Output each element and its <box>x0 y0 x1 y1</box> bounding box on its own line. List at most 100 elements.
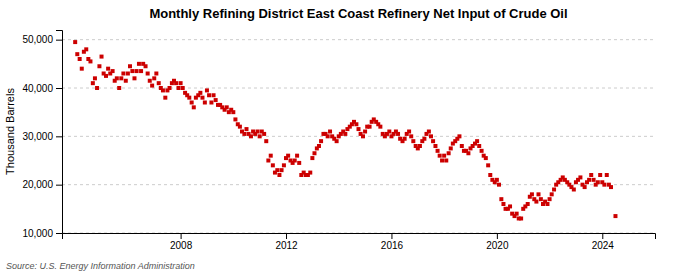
point <box>326 134 330 138</box>
point <box>357 127 361 131</box>
grid-line <box>62 136 655 137</box>
point <box>100 55 104 59</box>
point <box>308 171 312 175</box>
point <box>154 72 158 76</box>
point <box>409 134 413 138</box>
point <box>457 134 461 138</box>
point <box>111 69 115 73</box>
point <box>139 69 143 73</box>
tick: 2016 <box>381 233 404 251</box>
point <box>163 96 167 100</box>
point <box>429 134 433 138</box>
tick-label: 2008 <box>170 240 193 251</box>
point <box>480 149 484 153</box>
grid-line <box>62 184 655 185</box>
point <box>363 130 367 134</box>
point <box>488 173 492 177</box>
grid-line <box>62 88 655 89</box>
point <box>438 154 442 158</box>
point <box>310 156 314 160</box>
point <box>262 132 266 136</box>
point <box>275 168 279 172</box>
axis-line <box>56 31 63 234</box>
point <box>207 93 211 97</box>
point <box>80 67 84 71</box>
tick: 2012 <box>275 233 298 251</box>
chart: 2008201220162020202410,00020,00030,00040… <box>0 0 675 275</box>
tick-mark <box>602 233 603 239</box>
point <box>75 52 79 56</box>
point <box>115 76 119 80</box>
point <box>293 159 297 163</box>
point <box>150 84 154 88</box>
point <box>596 180 600 184</box>
point <box>475 139 479 143</box>
point <box>181 86 185 90</box>
point <box>605 173 609 177</box>
point <box>378 125 382 129</box>
point <box>530 192 534 196</box>
point <box>205 88 209 92</box>
point <box>225 105 229 109</box>
tick-label: 2020 <box>486 240 509 251</box>
point <box>537 192 541 196</box>
grid-line <box>62 39 655 40</box>
tick-label: 20,000 <box>22 179 53 190</box>
point <box>256 130 260 134</box>
point <box>266 159 270 163</box>
point <box>264 139 268 143</box>
tick-mark <box>181 233 182 239</box>
point <box>198 91 202 95</box>
point <box>88 59 92 63</box>
point <box>587 178 591 182</box>
tick: 2024 <box>592 233 615 251</box>
point <box>121 72 125 76</box>
point <box>598 173 602 177</box>
point <box>609 185 613 189</box>
point <box>436 149 440 153</box>
tick-label: 2012 <box>275 240 298 251</box>
point <box>97 64 101 68</box>
x-axis: 2008 2012 2016 2020 2024 <box>63 233 656 251</box>
point <box>484 156 488 160</box>
point <box>602 183 606 187</box>
point <box>460 144 464 148</box>
point <box>572 188 576 192</box>
point <box>119 76 123 80</box>
tick-mark <box>56 88 62 89</box>
point <box>192 105 196 109</box>
points <box>73 40 617 220</box>
point <box>368 125 372 129</box>
point <box>168 86 172 90</box>
point <box>361 134 365 138</box>
point <box>271 163 275 167</box>
tick-label: 50,000 <box>22 34 53 45</box>
point <box>534 200 538 204</box>
axis-line <box>63 234 656 240</box>
point <box>319 139 323 143</box>
point <box>539 197 543 201</box>
point <box>244 127 248 131</box>
point <box>176 86 180 90</box>
tick: 20,000 <box>22 179 62 190</box>
tick: 40,000 <box>22 83 62 94</box>
tick: 10,000 <box>22 228 62 239</box>
point <box>144 64 148 68</box>
point <box>411 139 415 143</box>
point <box>354 122 358 126</box>
tick-label: 40,000 <box>22 83 53 94</box>
point <box>258 134 262 138</box>
point <box>130 69 134 73</box>
tick-mark <box>56 40 62 41</box>
point <box>106 67 110 71</box>
point <box>190 101 194 105</box>
tick-label: 10,000 <box>22 228 53 239</box>
point <box>146 72 150 76</box>
point <box>583 185 587 189</box>
point <box>280 168 284 172</box>
point <box>396 132 400 136</box>
point <box>328 130 332 134</box>
tick-mark <box>56 136 62 137</box>
point <box>403 137 407 141</box>
point <box>440 159 444 163</box>
